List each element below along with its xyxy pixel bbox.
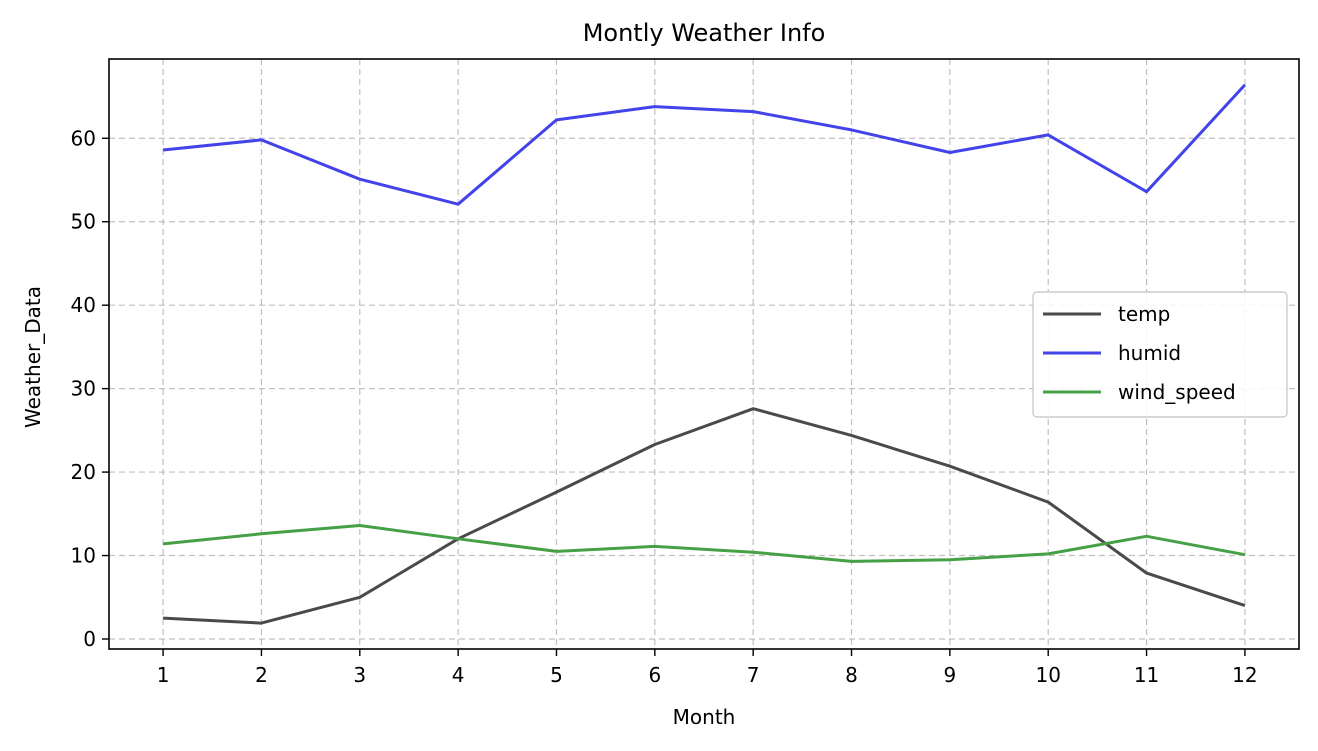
legend-box	[1032, 291, 1288, 418]
x-tick-label: 12	[1232, 663, 1257, 687]
y-tick-label: 10	[71, 544, 96, 568]
y-tick-label: 50	[71, 210, 96, 234]
x-tick-label: 7	[747, 663, 760, 687]
legend: temp humid wind_speed	[1032, 291, 1288, 418]
series-line-wind-speed	[162, 524, 1246, 563]
legend-label-temp: temp	[1118, 302, 1170, 326]
y-tick-label: 20	[71, 460, 96, 484]
x-tick-label: 5	[550, 663, 563, 687]
legend-label-wind-speed: wind_speed	[1118, 380, 1236, 404]
x-tick-label: 1	[157, 663, 170, 687]
y-tick-label: 0	[83, 627, 96, 651]
x-tick-label: 11	[1134, 663, 1159, 687]
x-tick-label: 4	[452, 663, 465, 687]
series-line-temp	[163, 407, 1246, 625]
x-tick-label: 3	[353, 663, 366, 687]
x-axis-label: Month	[673, 705, 736, 729]
legend-label-humid: humid	[1118, 341, 1181, 365]
y-tick-label: 40	[71, 293, 96, 317]
chart-title: Montly Weather Info	[583, 19, 826, 47]
x-tick-label: 9	[944, 663, 957, 687]
plot-frame	[108, 58, 1300, 650]
x-tick-label: 10	[1035, 663, 1060, 687]
x-tick-label: 2	[255, 663, 268, 687]
series-layer	[162, 83, 1247, 625]
y-tick-label: 60	[71, 126, 96, 150]
x-tick-label: 6	[648, 663, 661, 687]
series-line-humid	[162, 83, 1247, 206]
x-tick-label: 8	[845, 663, 858, 687]
y-axis-label: Weather_Data	[21, 286, 45, 428]
y-tick-label: 30	[71, 377, 96, 401]
